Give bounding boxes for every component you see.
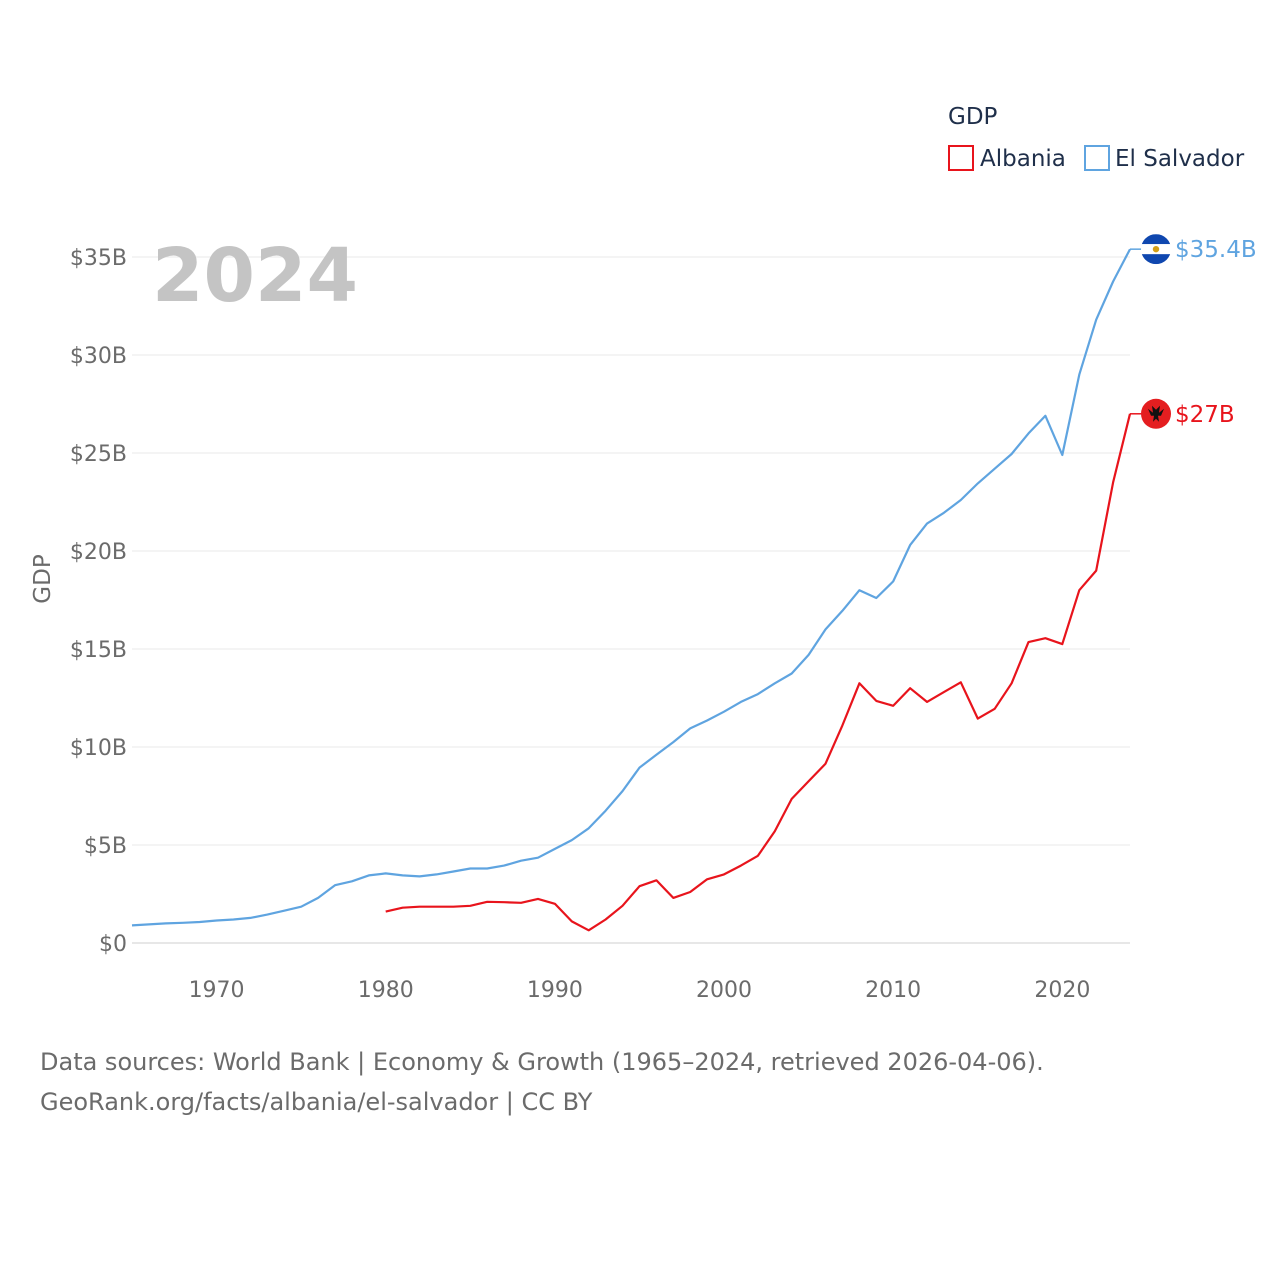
x-tick-label: 1970 (189, 978, 245, 1003)
y-tick-label: $10B (70, 736, 127, 761)
legend-label-el-salvador: El Salvador (1115, 146, 1245, 172)
el-salvador-flag (1141, 234, 1171, 265)
source-line-2[interactable]: GeoRank.org/facts/albania/el-salvador | … (40, 1088, 593, 1116)
legend: GDP Albania El Salvador (948, 104, 1245, 172)
y-axis-ticks: $0 $5B $10B $15B $20B $25B $30B $35B (70, 246, 127, 957)
y-tick-label: $20B (70, 540, 127, 565)
gridlines (132, 256, 1130, 944)
end-markers: $27B $35.4B (1130, 234, 1257, 429)
y-tick-label: $5B (84, 834, 127, 859)
series-line-albania (385, 413, 1132, 932)
legend-item-albania[interactable]: Albania (948, 145, 1066, 172)
series-line-el-salvador (131, 248, 1131, 927)
x-tick-label: 2000 (696, 978, 752, 1003)
x-tick-label: 2010 (865, 978, 921, 1003)
x-axis-ticks: 1970 1980 1990 2000 2010 2020 (189, 978, 1091, 1003)
data-source-note: Data sources: World Bank | Economy & Gro… (40, 1042, 1044, 1122)
y-tick-label: $35B (70, 246, 127, 271)
legend-item-el-salvador[interactable]: El Salvador (1084, 145, 1245, 172)
legend-swatch-albania (948, 145, 974, 171)
legend-swatch-el-salvador (1084, 145, 1110, 171)
y-axis-label: GDP (30, 554, 56, 604)
year-label: 2024 (152, 233, 358, 319)
y-tick-label: $0 (99, 932, 127, 957)
y-tick-label: $15B (70, 638, 127, 663)
x-tick-label: 1980 (358, 978, 414, 1003)
y-tick-label: $25B (70, 442, 127, 467)
x-tick-label: 2020 (1034, 978, 1090, 1003)
y-tick-label: $30B (70, 344, 127, 369)
series-lines (131, 248, 1132, 932)
albania-flag (1141, 398, 1171, 429)
end-value-label-albania: $27B (1175, 402, 1235, 428)
legend-label-albania: Albania (980, 146, 1066, 172)
source-line-1: Data sources: World Bank | Economy & Gro… (40, 1048, 1044, 1076)
end-value-label-el-salvador: $35.4B (1175, 237, 1257, 263)
x-tick-label: 1990 (527, 978, 583, 1003)
legend-title: GDP (948, 104, 998, 130)
